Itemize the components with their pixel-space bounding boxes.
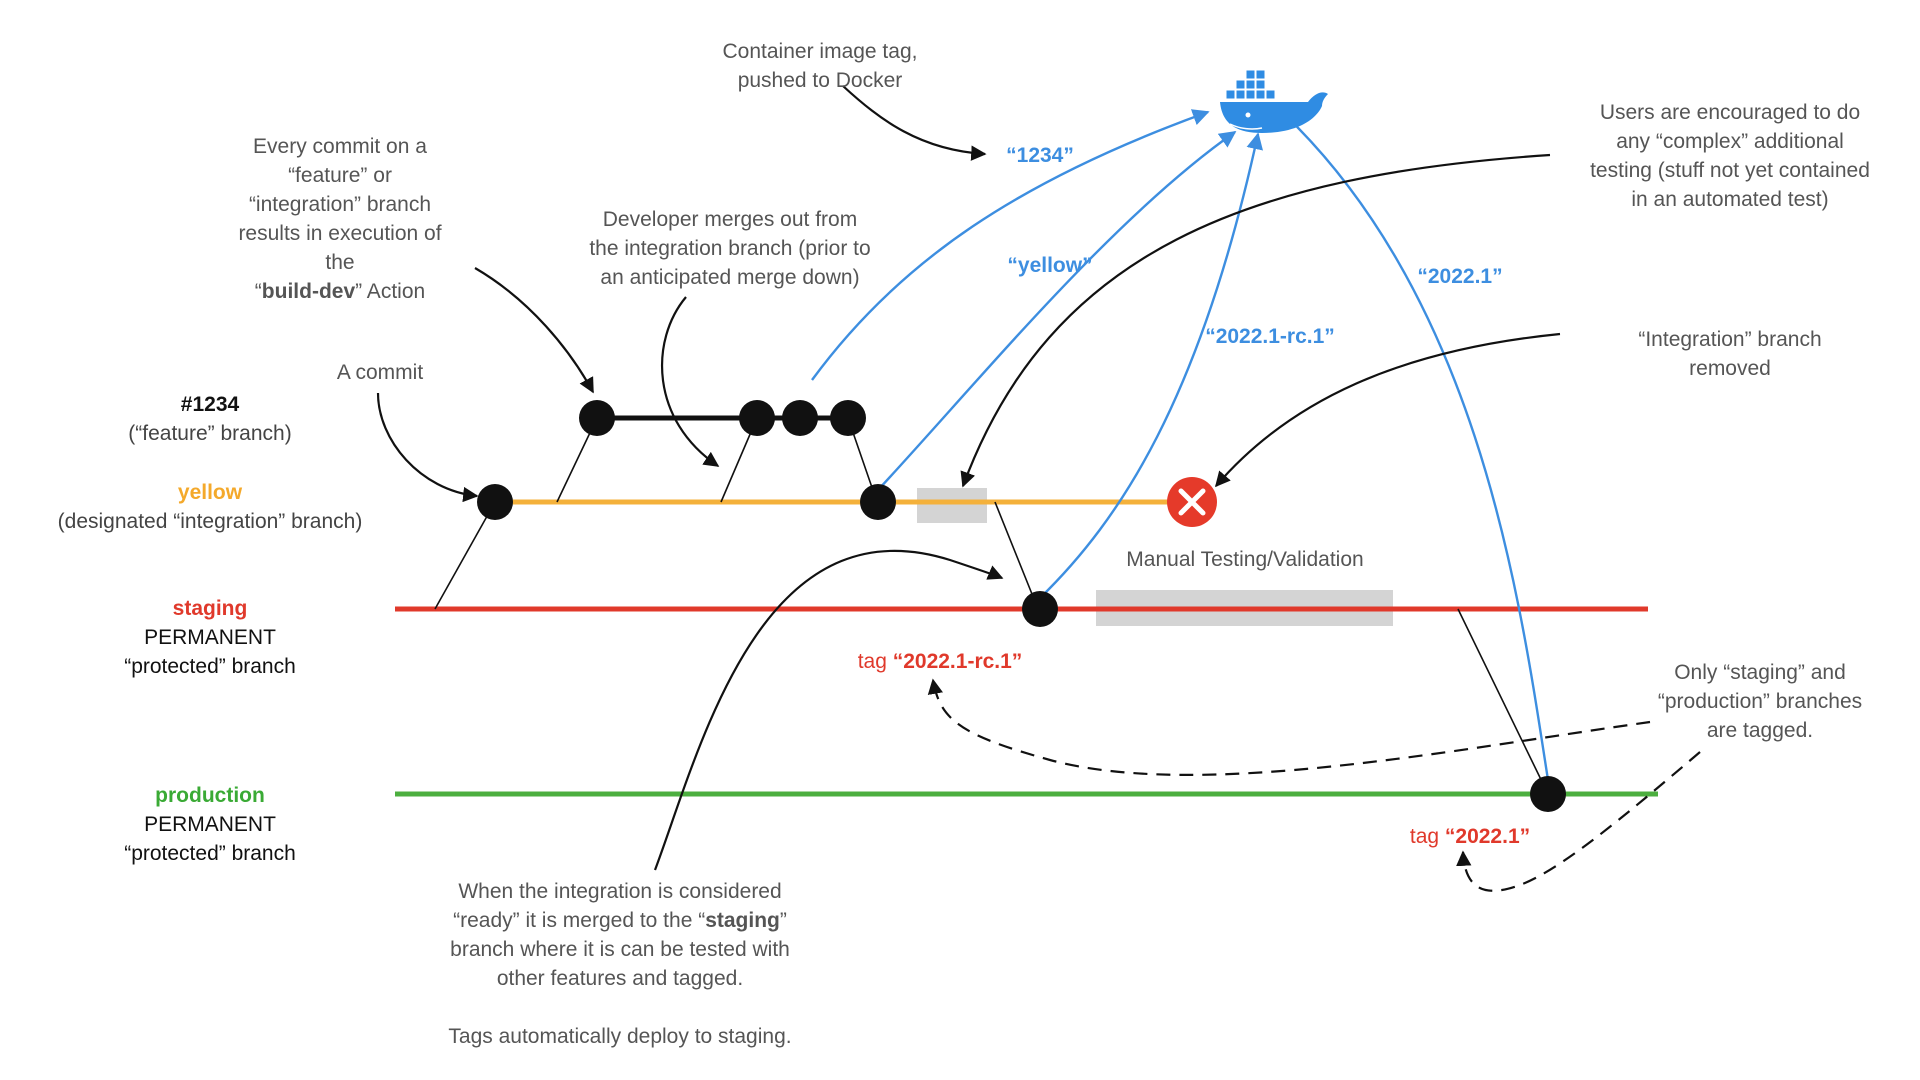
production-branch-desc2: “protected” branch bbox=[124, 842, 296, 865]
annotation-arrows bbox=[376, 85, 1561, 871]
commit-feature-1 bbox=[579, 400, 615, 436]
commit-annotation: A commit bbox=[336, 361, 424, 384]
yellow-testing-period bbox=[917, 488, 987, 523]
commits bbox=[477, 400, 1566, 812]
git-tag-rc: tag “2022.1-rc.1” bbox=[857, 650, 1023, 673]
users-annotation: Users are encouraged to do any “complex”… bbox=[1590, 101, 1870, 211]
docker-tag-rc: “2022.1-rc.1” bbox=[1205, 325, 1335, 348]
production-branch-label: production PERMANENT “protected” branch bbox=[100, 781, 320, 868]
commit-feature-3 bbox=[782, 400, 818, 436]
manual-testing-label: Manual Testing/Validation bbox=[1126, 548, 1364, 571]
production-branch-desc1: PERMANENT bbox=[144, 813, 276, 836]
every-commit-annotation: Every commit on a “feature” or “integrat… bbox=[238, 135, 442, 303]
yellow-branch-label: yellow (designated “integration” branch) bbox=[20, 478, 400, 536]
feature-branch-name: #1234 bbox=[180, 393, 240, 416]
production-branch-name: production bbox=[155, 784, 265, 807]
staging-branch-name: staging bbox=[172, 597, 248, 620]
docker-whale-icon bbox=[1220, 69, 1328, 133]
git-tag-release: tag “2022.1” bbox=[1409, 825, 1531, 848]
commit-feature-2 bbox=[739, 400, 775, 436]
commit-yellow-start bbox=[477, 484, 513, 520]
commit-production-release bbox=[1530, 776, 1566, 812]
merge-out-annotation: Developer merges out from the integratio… bbox=[589, 208, 871, 289]
staging-branch-desc1: PERMANENT bbox=[144, 626, 276, 649]
docker-tag-yellow: “yellow” bbox=[1007, 254, 1093, 277]
commit-feature-4 bbox=[830, 400, 866, 436]
docker-tag-release: “2022.1” bbox=[1417, 265, 1503, 288]
feature-branch-desc: (“feature” branch) bbox=[128, 422, 292, 445]
yellow-branch-desc: (designated “integration” branch) bbox=[57, 510, 363, 533]
docker-tag-1234: “1234” bbox=[1006, 144, 1074, 167]
commit-yellow-merge bbox=[860, 484, 896, 520]
tagged-dashed-arrows bbox=[927, 678, 1701, 892]
ready-annotation: When the integration is considered “read… bbox=[448, 880, 792, 1048]
feature-branch-label: #1234 (“feature” branch) bbox=[110, 390, 310, 448]
container-tag-annotation: Container image tag, pushed to Docker bbox=[722, 40, 918, 92]
only-tagged-annotation: Only “staging” and “production” branches… bbox=[1657, 661, 1863, 742]
staging-branch-label: staging PERMANENT “protected” branch bbox=[100, 594, 320, 681]
removed-x-icon bbox=[1167, 477, 1217, 527]
staging-branch-desc2: “protected” branch bbox=[124, 655, 296, 678]
docker-push-arrows bbox=[811, 109, 1550, 781]
commit-staging-rc bbox=[1022, 591, 1058, 627]
yellow-branch-name: yellow bbox=[177, 481, 243, 504]
integration-removed-annotation: “Integration” branch removed bbox=[1638, 328, 1822, 380]
